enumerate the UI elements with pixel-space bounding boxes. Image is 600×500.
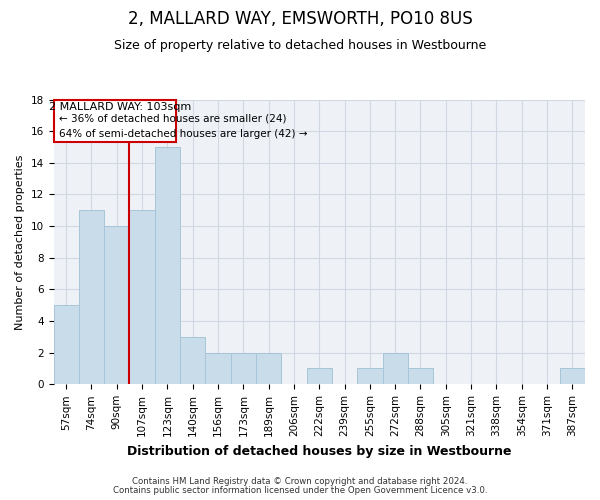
Text: 2 MALLARD WAY: 103sqm: 2 MALLARD WAY: 103sqm [49, 102, 192, 112]
FancyBboxPatch shape [54, 100, 176, 142]
Bar [408, 368, 433, 384]
Bar [256, 352, 281, 384]
Text: Size of property relative to detached houses in Westbourne: Size of property relative to detached ho… [114, 38, 486, 52]
Bar [205, 352, 230, 384]
Bar [104, 226, 130, 384]
Bar [307, 368, 332, 384]
Bar [180, 337, 205, 384]
Bar [383, 352, 408, 384]
Text: Contains public sector information licensed under the Open Government Licence v3: Contains public sector information licen… [113, 486, 487, 495]
Y-axis label: Number of detached properties: Number of detached properties [15, 154, 25, 330]
Text: Contains HM Land Registry data © Crown copyright and database right 2024.: Contains HM Land Registry data © Crown c… [132, 478, 468, 486]
Text: 64% of semi-detached houses are larger (42) →: 64% of semi-detached houses are larger (… [59, 128, 307, 138]
Bar [155, 147, 180, 384]
Text: 2, MALLARD WAY, EMSWORTH, PO10 8US: 2, MALLARD WAY, EMSWORTH, PO10 8US [128, 10, 472, 28]
Bar [79, 210, 104, 384]
Bar [560, 368, 585, 384]
Bar [357, 368, 383, 384]
Text: ← 36% of detached houses are smaller (24): ← 36% of detached houses are smaller (24… [59, 114, 286, 124]
Bar [130, 210, 155, 384]
Bar [53, 305, 79, 384]
X-axis label: Distribution of detached houses by size in Westbourne: Distribution of detached houses by size … [127, 444, 512, 458]
Bar [230, 352, 256, 384]
